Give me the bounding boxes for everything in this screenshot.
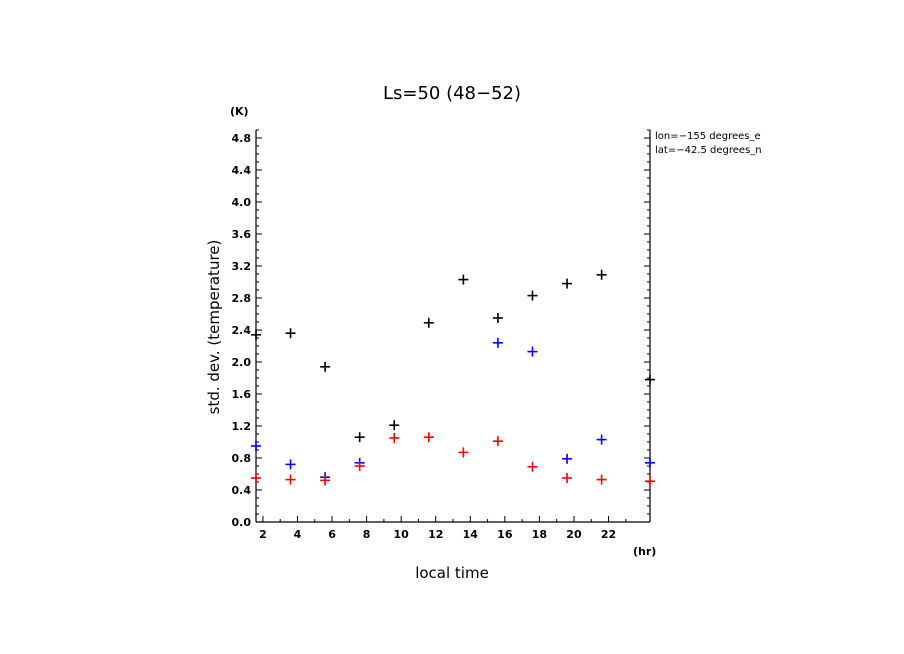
- x-tick-label: 12: [428, 528, 443, 541]
- x-tick-label: 8: [363, 528, 371, 541]
- y-tick-label: 1.2: [232, 420, 252, 433]
- y-tick-label: 2.8: [232, 292, 252, 305]
- data-point-series-1: [251, 441, 261, 451]
- x-unit-label: (hr): [633, 545, 656, 558]
- data-point-series-0: [458, 274, 469, 285]
- x-tick-label: 10: [394, 528, 410, 541]
- chart-title: Ls=50 (48−52): [383, 83, 521, 104]
- y-tick-label: 1.6: [232, 388, 252, 401]
- data-point-series-1: [492, 337, 503, 348]
- data-point-series-2: [320, 475, 331, 486]
- plot-axes: [255, 130, 651, 523]
- axis-ticks: 0.0 0.4 0.8 1.2 1.6 2.0 2.4 2.8 3.2 3.6 4.0 4.4 4.8 2…: [232, 129, 650, 541]
- data-point-series-1: [527, 346, 538, 357]
- annotation-lat: lat=−42.5 degrees_n: [655, 145, 762, 156]
- data-points: [251, 269, 655, 487]
- data-point-series-0: [354, 432, 365, 443]
- x-axis-label: local time: [415, 564, 489, 582]
- data-point-series-0: [527, 290, 538, 301]
- data-point-series-0: [320, 361, 331, 372]
- x-tick-label: 18: [532, 528, 547, 541]
- data-point-series-2: [527, 461, 538, 472]
- y-tick-label: 3.6: [232, 228, 252, 241]
- data-point-series-0: [251, 329, 261, 340]
- y-tick-label: 0.4: [232, 484, 252, 497]
- x-tick-label: 6: [328, 528, 336, 541]
- x-tick-label: 20: [566, 528, 582, 541]
- y-tick-label: 3.2: [232, 260, 252, 273]
- data-point-series-0: [389, 420, 400, 431]
- data-point-series-2: [492, 436, 503, 447]
- data-point-series-0: [645, 374, 655, 385]
- data-point-series-2: [645, 476, 655, 487]
- data-point-series-1: [645, 457, 655, 468]
- data-point-series-1: [562, 453, 573, 464]
- data-point-series-1: [285, 459, 296, 470]
- x-tick-label: 4: [294, 528, 302, 541]
- x-tick-label: 22: [601, 528, 616, 541]
- x-tick-label: 14: [463, 528, 479, 541]
- data-point-series-2: [354, 461, 365, 471]
- data-point-series-2: [458, 447, 469, 458]
- data-point-series-2: [596, 474, 607, 485]
- data-point-series-2: [285, 474, 296, 485]
- data-point-series-0: [596, 269, 607, 280]
- data-point-series-1: [596, 434, 607, 445]
- x-tick-label: 16: [497, 528, 513, 541]
- data-point-series-2: [251, 473, 261, 483]
- data-point-series-0: [423, 317, 434, 328]
- annotation-lon: lon=−155 degrees_e: [655, 131, 761, 142]
- y-tick-label: 0.8: [232, 452, 252, 465]
- y-axis-label: std. dev. (temperature): [205, 240, 223, 415]
- y-tick-label: 2.0: [232, 356, 252, 369]
- data-point-series-0: [492, 313, 503, 323]
- x-tick-label: 2: [259, 528, 267, 541]
- data-point-series-0: [562, 278, 573, 289]
- y-tick-label: 4.4: [232, 164, 252, 177]
- data-point-series-2: [389, 433, 400, 443]
- y-tick-label: 4.8: [232, 132, 252, 145]
- y-tick-label: 4.0: [232, 196, 252, 209]
- y-tick-label: 0.0: [232, 516, 252, 529]
- data-point-series-2: [562, 473, 573, 483]
- y-unit-label: (K): [230, 105, 249, 118]
- data-point-series-2: [423, 432, 434, 443]
- y-tick-label: 2.4: [232, 324, 252, 337]
- data-point-series-0: [285, 328, 296, 339]
